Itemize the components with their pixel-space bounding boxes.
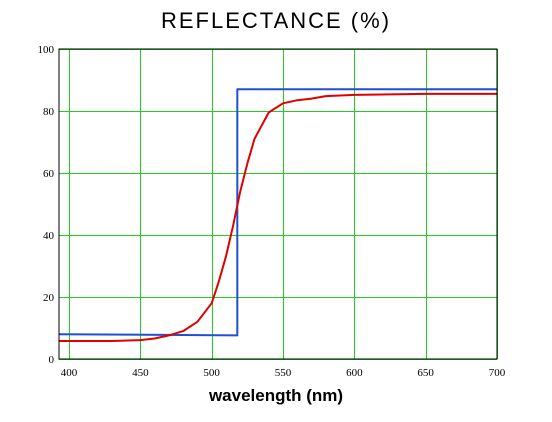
series-line-2 [59, 92, 497, 342]
y-tick-label: 0 [49, 354, 55, 366]
series-line-1 [58, 88, 497, 337]
y-tick-label: 60 [43, 168, 55, 180]
series-lines [58, 88, 497, 342]
y-tick-label: 20 [43, 292, 55, 304]
x-tick-label: 600 [346, 367, 363, 379]
x-tick-label: 500 [203, 367, 220, 379]
x-tick-label: 650 [417, 367, 434, 379]
y-tick-label: 100 [38, 44, 55, 56]
y-tick-label: 80 [43, 106, 55, 118]
chart-title: REFLECTANCE (%) [160, 8, 392, 33]
x-tick-label: 550 [275, 367, 292, 379]
x-tick-label: 400 [61, 367, 78, 379]
plot-frame [58, 48, 498, 360]
x-tick-label: 450 [132, 367, 149, 379]
x-axis-label: wavelength (nm) [208, 386, 344, 405]
grid-lines [59, 49, 498, 360]
y-tick-label: 40 [43, 230, 55, 242]
tick-labels: 400 450 500 550 600 650 700 0 20 40 60 80 100 [38, 44, 506, 379]
x-tick-label: 700 [489, 367, 506, 379]
